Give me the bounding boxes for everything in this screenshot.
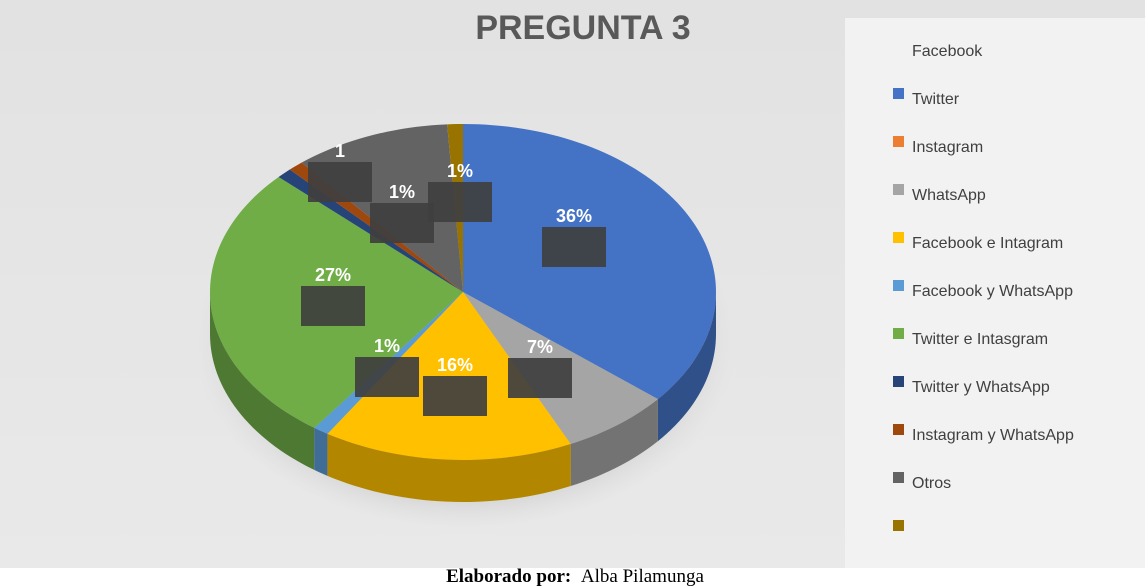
legend-label: Twitter y WhatsApp (912, 379, 1050, 396)
pie-side (210, 292, 315, 470)
data-label: 7% (527, 337, 553, 357)
legend-swatch (893, 232, 904, 243)
data-label: 16% (437, 355, 473, 375)
chart-title: PREGUNTA 3 (475, 9, 690, 47)
legend-swatch (893, 88, 904, 99)
legend-label: Instagram (912, 139, 983, 156)
legend-label: Twitter e Intasgram (912, 331, 1048, 348)
legend-label: Otros (912, 475, 951, 492)
pie-side (327, 433, 571, 502)
label-box (423, 376, 487, 416)
data-label: 1% (447, 161, 473, 181)
legend-label: Facebook e Intagram (912, 235, 1063, 252)
legend-label: Facebook y WhatsApp (912, 283, 1073, 300)
label-box (308, 162, 372, 202)
label-box (428, 182, 492, 222)
label-box (542, 227, 606, 267)
legend-swatch (893, 376, 904, 387)
legend-swatch (893, 280, 904, 291)
data-label: 27% (315, 265, 351, 285)
legend-swatch (893, 184, 904, 195)
data-label: 1 (335, 141, 345, 161)
legend-label: Facebook (912, 43, 983, 60)
label-box (370, 203, 434, 243)
label-box (508, 358, 572, 398)
data-label: 1% (374, 336, 400, 356)
footer: Elaborado por: Alba Pilamunga (446, 566, 704, 587)
legend-swatch (893, 328, 904, 339)
pie-side (657, 292, 716, 442)
legend-label: Instagram y WhatsApp (912, 427, 1074, 444)
pie-side (570, 399, 658, 487)
legend-label: Twitter (912, 91, 960, 108)
pie-side (314, 427, 328, 476)
legend-swatch (893, 520, 904, 531)
data-label: 36% (556, 206, 592, 226)
data-label: 1% (389, 182, 415, 202)
footer-label: Elaborado por: (446, 566, 571, 587)
label-box (301, 286, 365, 326)
label-box (355, 357, 419, 397)
legend-swatch (893, 424, 904, 435)
footer-name: Alba Pilamunga (581, 566, 705, 587)
pie-slice (327, 292, 571, 460)
legend-label: WhatsApp (912, 187, 986, 204)
legend-swatch (893, 136, 904, 147)
legend-swatch (893, 472, 904, 483)
